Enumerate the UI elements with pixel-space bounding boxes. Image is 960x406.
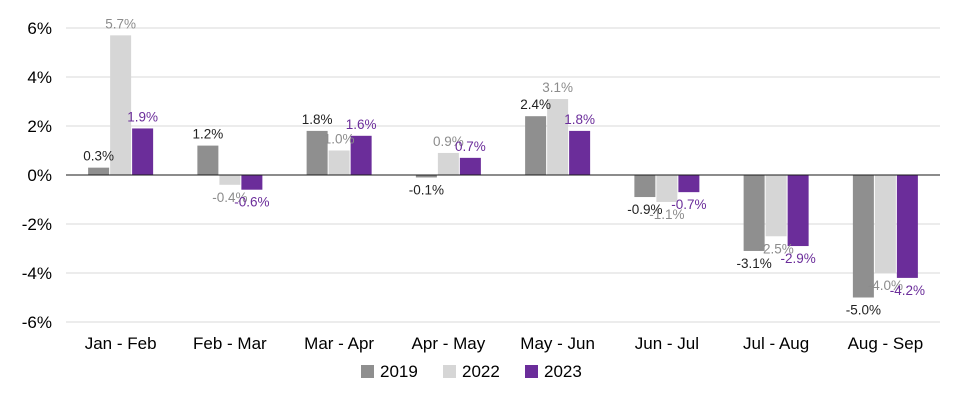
data-label: 0.7% xyxy=(455,139,486,154)
data-label: -0.4% xyxy=(212,190,247,205)
bar-2022 xyxy=(765,175,787,237)
x-category-label: Jun - Jul xyxy=(635,334,699,353)
data-label: 3.1% xyxy=(542,80,573,95)
x-category-label: Feb - Mar xyxy=(193,334,267,353)
bar-2022 xyxy=(328,150,350,175)
y-tick-label: -2% xyxy=(22,215,52,234)
data-label: -2.9% xyxy=(780,251,815,266)
data-label: -0.6% xyxy=(234,195,269,210)
legend-label: 2019 xyxy=(380,362,418,381)
data-label: -2.5% xyxy=(758,241,793,256)
data-label: -3.1% xyxy=(736,256,771,271)
legend-swatch-2023 xyxy=(525,365,538,378)
x-category-label: Aug - Sep xyxy=(848,334,924,353)
bar-2022 xyxy=(874,175,896,273)
bars xyxy=(88,35,918,298)
x-category-label: Jul - Aug xyxy=(743,334,809,353)
data-label: 2.4% xyxy=(520,97,551,112)
data-label: -0.1% xyxy=(409,182,444,197)
y-tick-label: 4% xyxy=(27,68,52,87)
data-label: -1.1% xyxy=(649,207,684,222)
data-label: -5.0% xyxy=(846,303,881,318)
data-label: 1.9% xyxy=(127,109,158,124)
bar-2022 xyxy=(656,175,678,202)
data-label: 1.0% xyxy=(324,132,355,147)
bar-2019 xyxy=(743,175,765,251)
y-axis-ticks: 6% 4% 2% 0% -2% -4% -6% xyxy=(22,19,52,332)
x-category-label: May - Jun xyxy=(520,334,595,353)
bar-2019 xyxy=(306,130,328,175)
data-label: 0.3% xyxy=(83,149,114,164)
data-label: 0.9% xyxy=(433,134,464,149)
data-label: 1.8% xyxy=(564,112,595,127)
data-label: 1.2% xyxy=(192,127,223,142)
bar-2023 xyxy=(350,135,372,175)
bar-2023 xyxy=(678,175,700,193)
y-tick-label: -6% xyxy=(22,313,52,332)
bar-2019 xyxy=(852,175,874,298)
y-tick-label: 0% xyxy=(27,166,52,185)
legend-swatch-2022 xyxy=(443,365,456,378)
bar-2019 xyxy=(88,167,110,175)
data-label: -4.0% xyxy=(868,278,903,293)
data-label: 1.6% xyxy=(346,117,377,132)
bar-2022 xyxy=(437,152,459,175)
x-category-label: Mar - Apr xyxy=(304,334,374,353)
bar-2019 xyxy=(415,175,437,178)
legend: 2019 2022 2023 xyxy=(361,362,582,381)
bar-2022 xyxy=(219,175,241,185)
y-tick-label: -4% xyxy=(22,264,52,283)
bar-2019 xyxy=(525,116,547,175)
bar-2023 xyxy=(459,157,481,175)
bar-2023 xyxy=(241,175,263,190)
legend-label: 2023 xyxy=(544,362,582,381)
data-labels: 0.3% 5.7% 1.9% 1.2% -0.4%-0.6% 1.8% 1.0%1.6% -0… xyxy=(83,16,925,317)
bar-2023 xyxy=(896,175,918,278)
x-category-label: Jan - Feb xyxy=(85,334,157,353)
bar-2022 xyxy=(547,99,569,175)
bar-2023 xyxy=(787,175,809,247)
y-tick-label: 2% xyxy=(27,117,52,136)
bar-2022 xyxy=(110,35,132,175)
bar-2023 xyxy=(569,130,591,175)
bar-2019 xyxy=(634,175,656,198)
bar-2019 xyxy=(197,145,219,175)
x-category-label: Apr - May xyxy=(412,334,486,353)
bar-2023 xyxy=(132,128,154,175)
data-label: 5.7% xyxy=(105,16,136,31)
gridlines xyxy=(66,27,940,323)
y-tick-label: 6% xyxy=(27,19,52,38)
legend-swatch-2019 xyxy=(361,365,374,378)
x-axis-categories: Jan - Feb Feb - Mar Mar - Apr Apr - May May … xyxy=(85,334,923,353)
legend-label: 2022 xyxy=(462,362,500,381)
data-label: -0.9% xyxy=(627,202,662,217)
data-label: -0.7% xyxy=(671,197,706,212)
data-label: -4.2% xyxy=(890,283,925,298)
data-label: 1.8% xyxy=(302,112,333,127)
